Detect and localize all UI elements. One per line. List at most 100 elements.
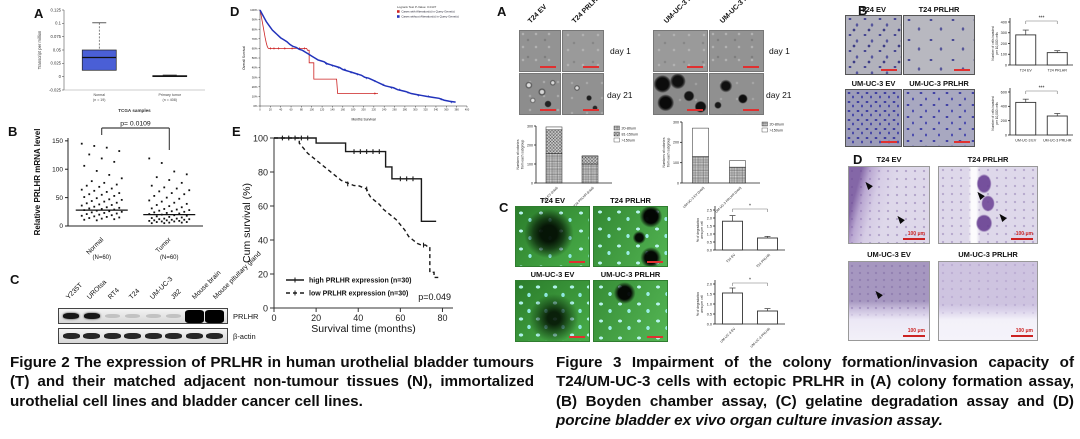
scale-bar: [647, 336, 663, 338]
organ-image-title: T24 EV: [876, 155, 902, 164]
boyden-image-title: T24 PRLHR: [918, 5, 960, 14]
gelatine-image-title: UM-UC-3 PRLHR: [600, 270, 661, 279]
arrowhead-icon: [975, 190, 985, 200]
svg-text:***: ***: [1039, 86, 1045, 92]
svg-text:50: 50: [56, 195, 64, 202]
svg-text:20: 20: [269, 108, 272, 112]
organ-image-umuc3-prlhr: 100 μm: [938, 261, 1038, 341]
svg-text:area per cell: area per cell: [700, 221, 704, 239]
svg-text:100: 100: [253, 133, 268, 143]
svg-text:20: 20: [311, 313, 321, 323]
blot-band: [206, 333, 224, 339]
blot-band: [145, 314, 161, 318]
blot-band: [184, 309, 204, 323]
scale-bar: [954, 141, 970, 143]
blot-band: [166, 314, 182, 318]
svg-text:80%: 80%: [252, 27, 258, 31]
svg-text:200: 200: [361, 108, 366, 112]
colony-col-title: T24 PRLHR: [571, 0, 603, 25]
blot-lane-label: J82: [170, 288, 183, 301]
scale-bar: [881, 69, 897, 71]
svg-text:0.075: 0.075: [51, 34, 62, 39]
svg-text:0.0: 0.0: [707, 322, 712, 326]
svg-text:0.025: 0.025: [51, 61, 62, 66]
svg-text:Tumor: Tumor: [155, 236, 174, 255]
gelatine-image-t24-ev: [515, 206, 590, 267]
figure2-caption-text: Figure 2 The expression of PRLHR in huma…: [10, 354, 534, 410]
svg-text:160: 160: [341, 108, 346, 112]
fig2-panel-a-label: A: [34, 6, 44, 21]
svg-text:240: 240: [382, 108, 387, 112]
svg-text:UM-UC-3 EV: UM-UC-3 EV: [1015, 139, 1037, 143]
svg-text:100: 100: [52, 166, 63, 173]
fig3-invasion-chart-t24: 0 100 200 300 400 Number of cells invaded per …: [991, 16, 1073, 73]
svg-text:60: 60: [258, 201, 268, 211]
blot-lane-label: UROtsa: [86, 278, 109, 301]
svg-text:0: 0: [677, 181, 679, 185]
scale-bar-label: 100 μm: [1015, 328, 1033, 334]
svg-text:Normal: Normal: [93, 93, 105, 97]
day-label: day 21: [607, 90, 633, 100]
svg-text:TCGA samples: TCGA samples: [118, 108, 151, 113]
boyden-image-t24-ev: [845, 15, 902, 75]
day-label: day 1: [769, 46, 790, 56]
svg-text:200: 200: [1001, 119, 1007, 123]
svg-text:140: 140: [330, 108, 335, 112]
svg-text:>150um: >150um: [622, 138, 635, 142]
scale-bar: [1011, 335, 1033, 337]
colony-image-umuc3-ev-day1: [653, 30, 708, 72]
svg-text:(n = 408): (n = 408): [163, 98, 177, 102]
svg-text:Cum survival (%): Cum survival (%): [241, 183, 253, 263]
scale-bar: [954, 69, 970, 71]
gelatine-image-umuc3-prlhr: [593, 280, 668, 342]
svg-text:20-80um: 20-80um: [770, 122, 785, 126]
svg-text:600: 600: [1001, 90, 1007, 94]
svg-text:60%: 60%: [252, 47, 258, 51]
blot-band: [83, 313, 100, 319]
scale-bar: [903, 335, 925, 337]
svg-text:40: 40: [279, 108, 282, 112]
fig3-degradation-chart-t24: 0.0 0.5 1.0 1.5 2.0 2.5 % of degradation area p…: [696, 204, 785, 269]
blot-lane-label: T24: [128, 287, 142, 301]
colony-image-umuc3-prlhr-day1: [709, 30, 764, 72]
organ-image-title: UM-UC-3 EV: [867, 250, 911, 259]
svg-text:-0.025: -0.025: [49, 87, 62, 92]
organ-image-t24-ev: 100 μm: [848, 166, 930, 244]
svg-text:low PRLHR expression (n=30): low PRLHR expression (n=30): [309, 291, 408, 298]
scale-bar: [743, 66, 759, 68]
svg-text:100: 100: [310, 108, 315, 112]
svg-text:Relative PRLHR mRNA level: Relative PRLHR mRNA level: [33, 129, 42, 236]
svg-text:150: 150: [52, 138, 63, 145]
svg-text:Cases without Alteration(s) in: Cases without Alteration(s) in Query Gen…: [401, 15, 458, 19]
colony-image-t24-prlhr-day1: [562, 30, 604, 72]
svg-text:0: 0: [59, 223, 63, 230]
svg-text:Transcript per million: Transcript per million: [37, 30, 42, 69]
svg-text:Numbers of colonies: Numbers of colonies: [516, 139, 520, 169]
arrowhead-icon: [997, 212, 1007, 222]
svg-text:280: 280: [403, 108, 408, 112]
blot-row: PRLHR: [58, 308, 288, 324]
scale-bar-label: 100 μm: [1015, 231, 1033, 237]
svg-text:per 10,000 cells: per 10,000 cells: [995, 102, 999, 125]
gelatine-image-t24-prlhr: [593, 206, 668, 267]
svg-text:90%: 90%: [252, 18, 258, 22]
day-label: day 1: [610, 46, 631, 56]
scale-bar: [583, 109, 599, 111]
svg-text:0%: 0%: [253, 104, 258, 108]
scale-bar: [647, 261, 663, 263]
scale-bar: [540, 66, 556, 68]
blot-band: [104, 314, 120, 318]
blot-band: [124, 333, 142, 339]
blot-strips: PRLHR β-actin: [58, 308, 288, 344]
arrowhead-icon: [895, 214, 905, 224]
svg-text:T24 EV: T24 EV: [725, 252, 736, 263]
figure3-caption-text: Figure 3 Impairment of the colony format…: [556, 354, 1074, 410]
colony-col-title: UM-UC-3 PRLHR: [719, 0, 764, 26]
svg-text:80: 80: [258, 167, 268, 177]
svg-text:>150um: >150um: [770, 128, 783, 132]
svg-text:p= 0.0109: p= 0.0109: [120, 121, 151, 128]
fig2-panel-c-label: C: [10, 272, 20, 287]
svg-text:1.0: 1.0: [707, 302, 712, 306]
organ-image-title: UM-UC-3 PRLHR: [958, 250, 1018, 259]
fig2-panel-d-label: D: [230, 4, 240, 19]
